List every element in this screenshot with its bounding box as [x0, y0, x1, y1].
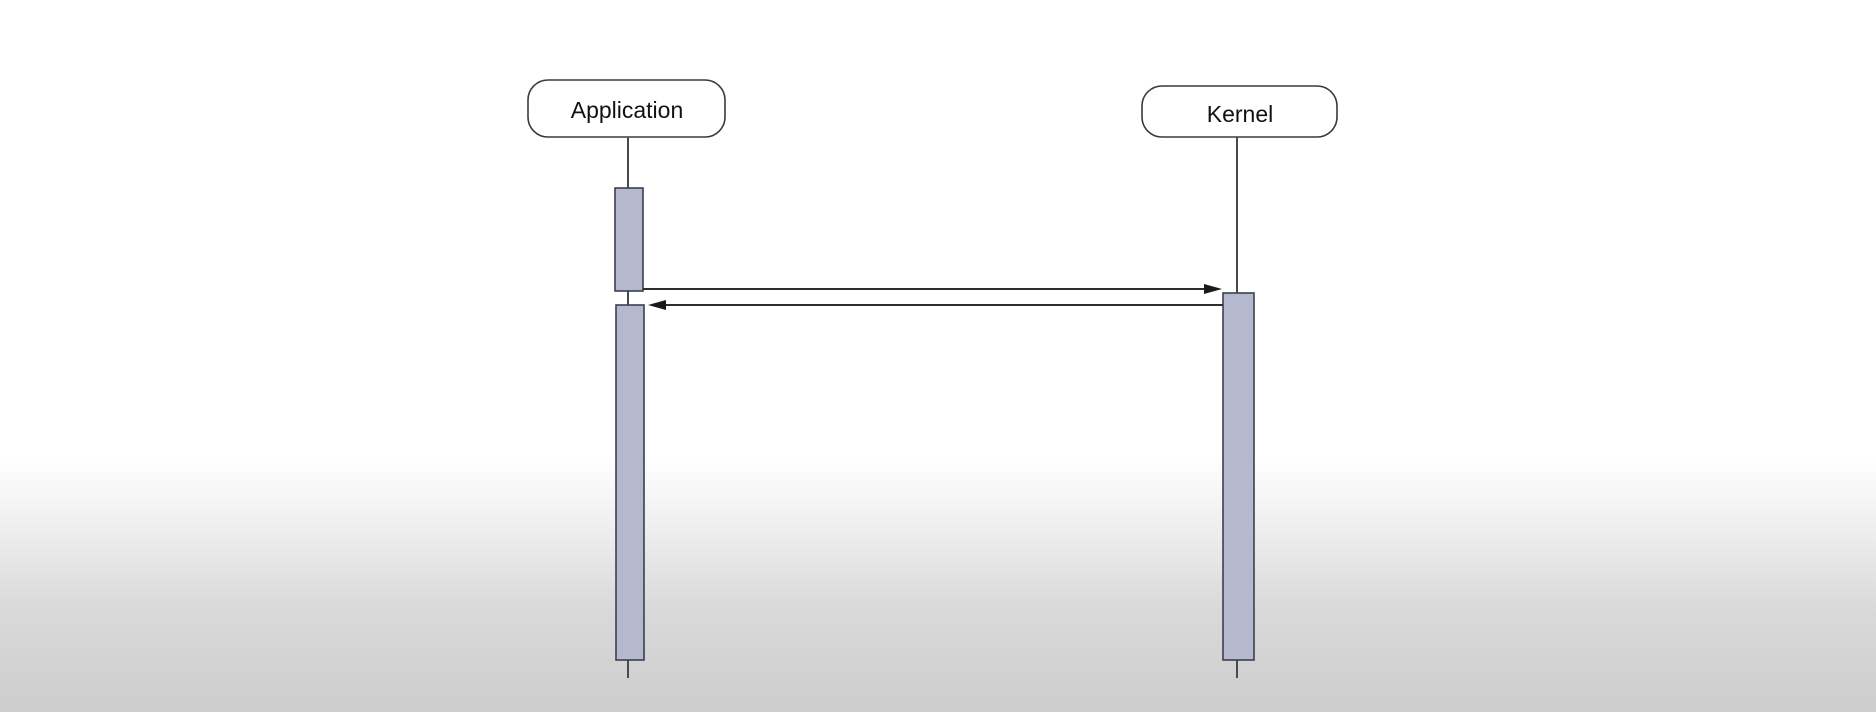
activation-kernel: [1222, 292, 1255, 661]
participant-application-box: [527, 79, 726, 138]
activation-application-1: [614, 187, 644, 292]
participant-kernel-label: Kernel: [1207, 101, 1273, 127]
arrowhead-right: [1204, 284, 1222, 294]
participant-application-label: Application: [571, 97, 684, 123]
message-application-to-kernel: [643, 284, 1222, 294]
arrowhead-left: [648, 300, 666, 310]
message-kernel-to-application: [648, 300, 1223, 310]
participant-kernel-box: [1141, 85, 1338, 138]
activation-application-2: [615, 304, 645, 661]
